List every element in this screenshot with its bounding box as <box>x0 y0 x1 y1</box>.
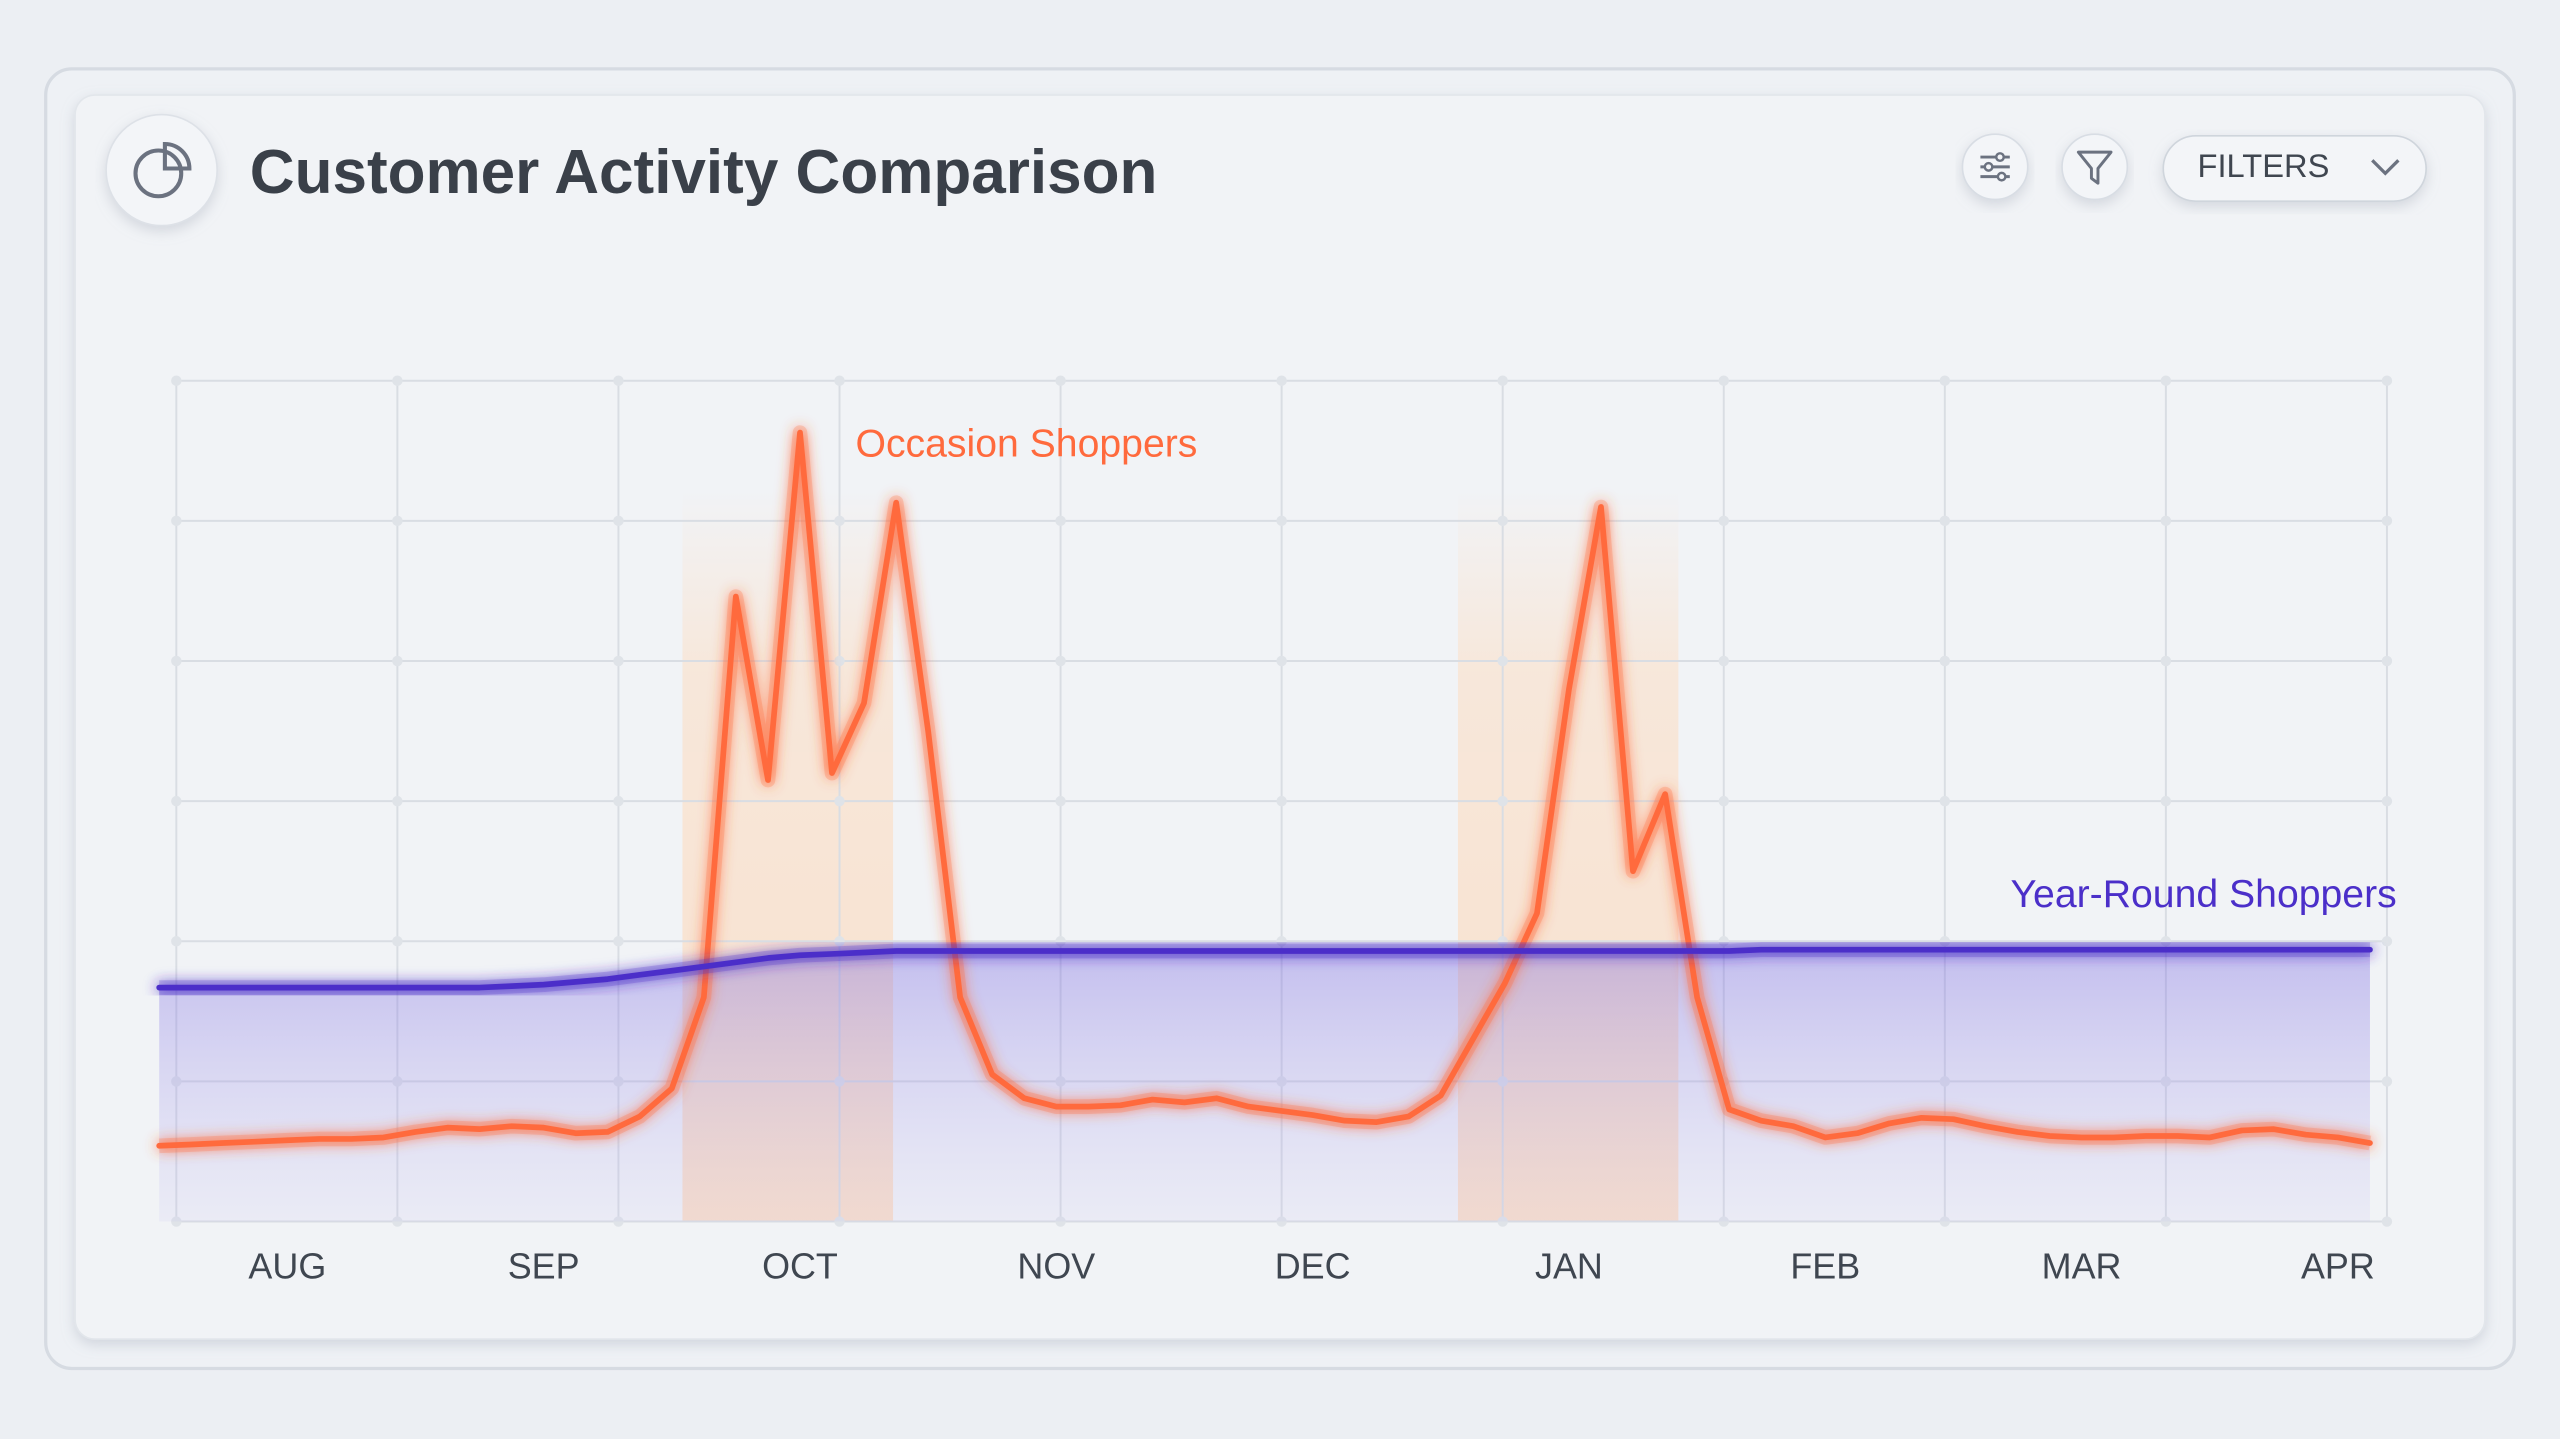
grid-dot <box>2381 375 2393 386</box>
grid-dot <box>1939 795 1951 807</box>
grid-dot <box>2381 795 2393 807</box>
grid-dot <box>392 515 403 527</box>
grid-dot <box>1939 655 1951 667</box>
grid-dot <box>392 936 403 947</box>
grid-dot <box>1718 655 1729 667</box>
grid-dot <box>171 515 182 527</box>
area <box>159 949 2370 1222</box>
grid-dot <box>171 655 182 667</box>
grid-dot <box>1276 795 1287 807</box>
grid-dot <box>392 375 403 386</box>
grid-dot <box>834 375 845 386</box>
grid-dot <box>1718 515 1729 527</box>
grid-dot <box>613 655 624 667</box>
series-label: Occasion Shoppers <box>856 422 1198 465</box>
series-label: Year-Round Shoppers <box>2011 873 2397 916</box>
grid-dot <box>1497 655 1508 667</box>
grid-dot <box>1055 515 1066 527</box>
grid-dot <box>1055 795 1066 807</box>
x-tick-label: FEB <box>1790 1245 1860 1286</box>
grid-dot <box>2160 515 2172 527</box>
grid-dot <box>171 936 182 947</box>
grid-dot <box>1276 375 1287 386</box>
grid-dot <box>392 795 403 807</box>
grid-dot <box>2381 515 2393 527</box>
filters-dropdown[interactable]: FILTERS <box>2162 135 2427 202</box>
grid-dot <box>1718 795 1729 807</box>
grid-dot <box>1055 375 1066 386</box>
plot: AUG SEP OCT NOV DEC JAN FEB MAR APR Occasion Shop… <box>156 422 2397 1286</box>
grid-dot <box>1939 375 1951 386</box>
grid-dot <box>1497 515 1508 527</box>
x-tick-label: AUG <box>248 1245 326 1286</box>
settings-button[interactable] <box>1961 133 2029 201</box>
grid-dot <box>392 655 403 667</box>
grid-dot <box>834 515 845 527</box>
grid-dot <box>613 795 624 807</box>
line <box>156 946 2373 991</box>
x-tick-label: MAR <box>2042 1245 2122 1286</box>
grid-dot <box>613 375 624 386</box>
grid-dot <box>2381 655 2393 667</box>
chart-icon <box>105 113 218 227</box>
grid-dot <box>613 936 624 947</box>
grid-dot <box>613 515 624 527</box>
grid-dot <box>1497 795 1508 807</box>
filter-icon-button[interactable] <box>2061 133 2129 201</box>
grid-dot <box>834 655 845 667</box>
grid-dot <box>2381 936 2393 947</box>
x-tick-label: SEP <box>508 1245 580 1286</box>
grid-dot <box>2381 1076 2393 1087</box>
grid-dot <box>171 795 182 807</box>
x-tick-label: DEC <box>1275 1245 1351 1286</box>
line <box>156 429 2373 1149</box>
grid-dot <box>1055 655 1066 667</box>
grid-dot <box>834 936 845 947</box>
filters-label: FILTERS <box>2198 147 2330 184</box>
x-tick-label: APR <box>2301 1245 2375 1286</box>
grid-dot <box>1939 515 1951 527</box>
chart-title: Customer Activity Comparison <box>250 138 1158 207</box>
grid-dot <box>1276 655 1287 667</box>
grid-dot <box>171 375 182 386</box>
x-tick-label: OCT <box>762 1245 838 1286</box>
grid-dot <box>2160 655 2172 667</box>
grid-dot <box>834 795 845 807</box>
grid-dot <box>2160 375 2172 386</box>
grid-dot <box>1718 375 1729 386</box>
grid-dot <box>1276 515 1287 527</box>
x-tick-label: JAN <box>1535 1245 1603 1286</box>
grid-dot <box>2160 795 2172 807</box>
x-tick-label: NOV <box>1017 1245 1095 1286</box>
grid-dot <box>1497 375 1508 386</box>
grid-dot <box>2381 1216 2393 1227</box>
